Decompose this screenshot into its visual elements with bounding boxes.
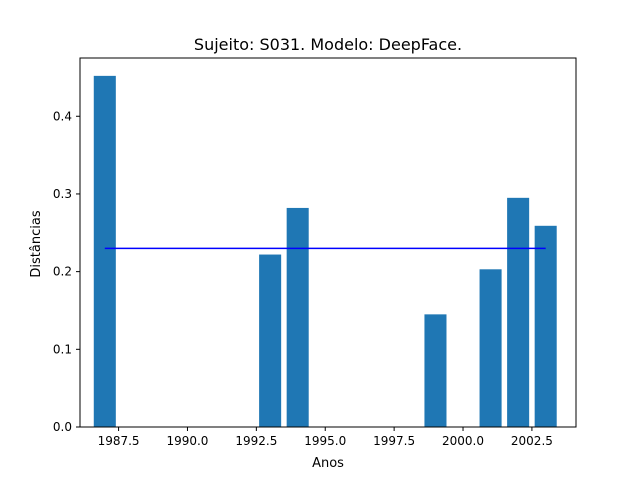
- bar-2002: [507, 197, 530, 427]
- x-tick-label: 2002.5: [511, 434, 553, 448]
- x-tick-label: 1990.0: [166, 434, 208, 448]
- bar-1993: [259, 254, 282, 427]
- x-tick-label: 1992.5: [235, 434, 277, 448]
- y-axis-label: Distâncias: [29, 210, 44, 277]
- bar-1999: [424, 314, 447, 427]
- y-tick-label: 0.0: [53, 420, 72, 434]
- y-tick-label: 0.4: [53, 109, 72, 123]
- bar-2003: [534, 225, 557, 427]
- x-axis-label: Anos: [312, 456, 344, 471]
- plot-frame: [79, 57, 577, 428]
- bar-2001: [479, 269, 502, 427]
- y-tick-label: 0.1: [53, 342, 72, 356]
- x-tick-label: 1995.0: [304, 434, 346, 448]
- x-tick-label: 1997.5: [373, 434, 415, 448]
- bar-1994: [286, 207, 309, 427]
- x-tick-label: 1987.5: [98, 434, 140, 448]
- x-tick-label: 2000.0: [442, 434, 484, 448]
- y-tick-label: 0.3: [53, 187, 72, 201]
- plot-area: 1987.5 1990.0 1992.5 1995.0 1997.5 2000.0 2002…: [53, 57, 577, 448]
- y-tick-label: 0.2: [53, 265, 72, 279]
- chart-title: Sujeito: S031. Modelo: DeepFace.: [194, 35, 462, 54]
- bar-1987: [93, 75, 116, 427]
